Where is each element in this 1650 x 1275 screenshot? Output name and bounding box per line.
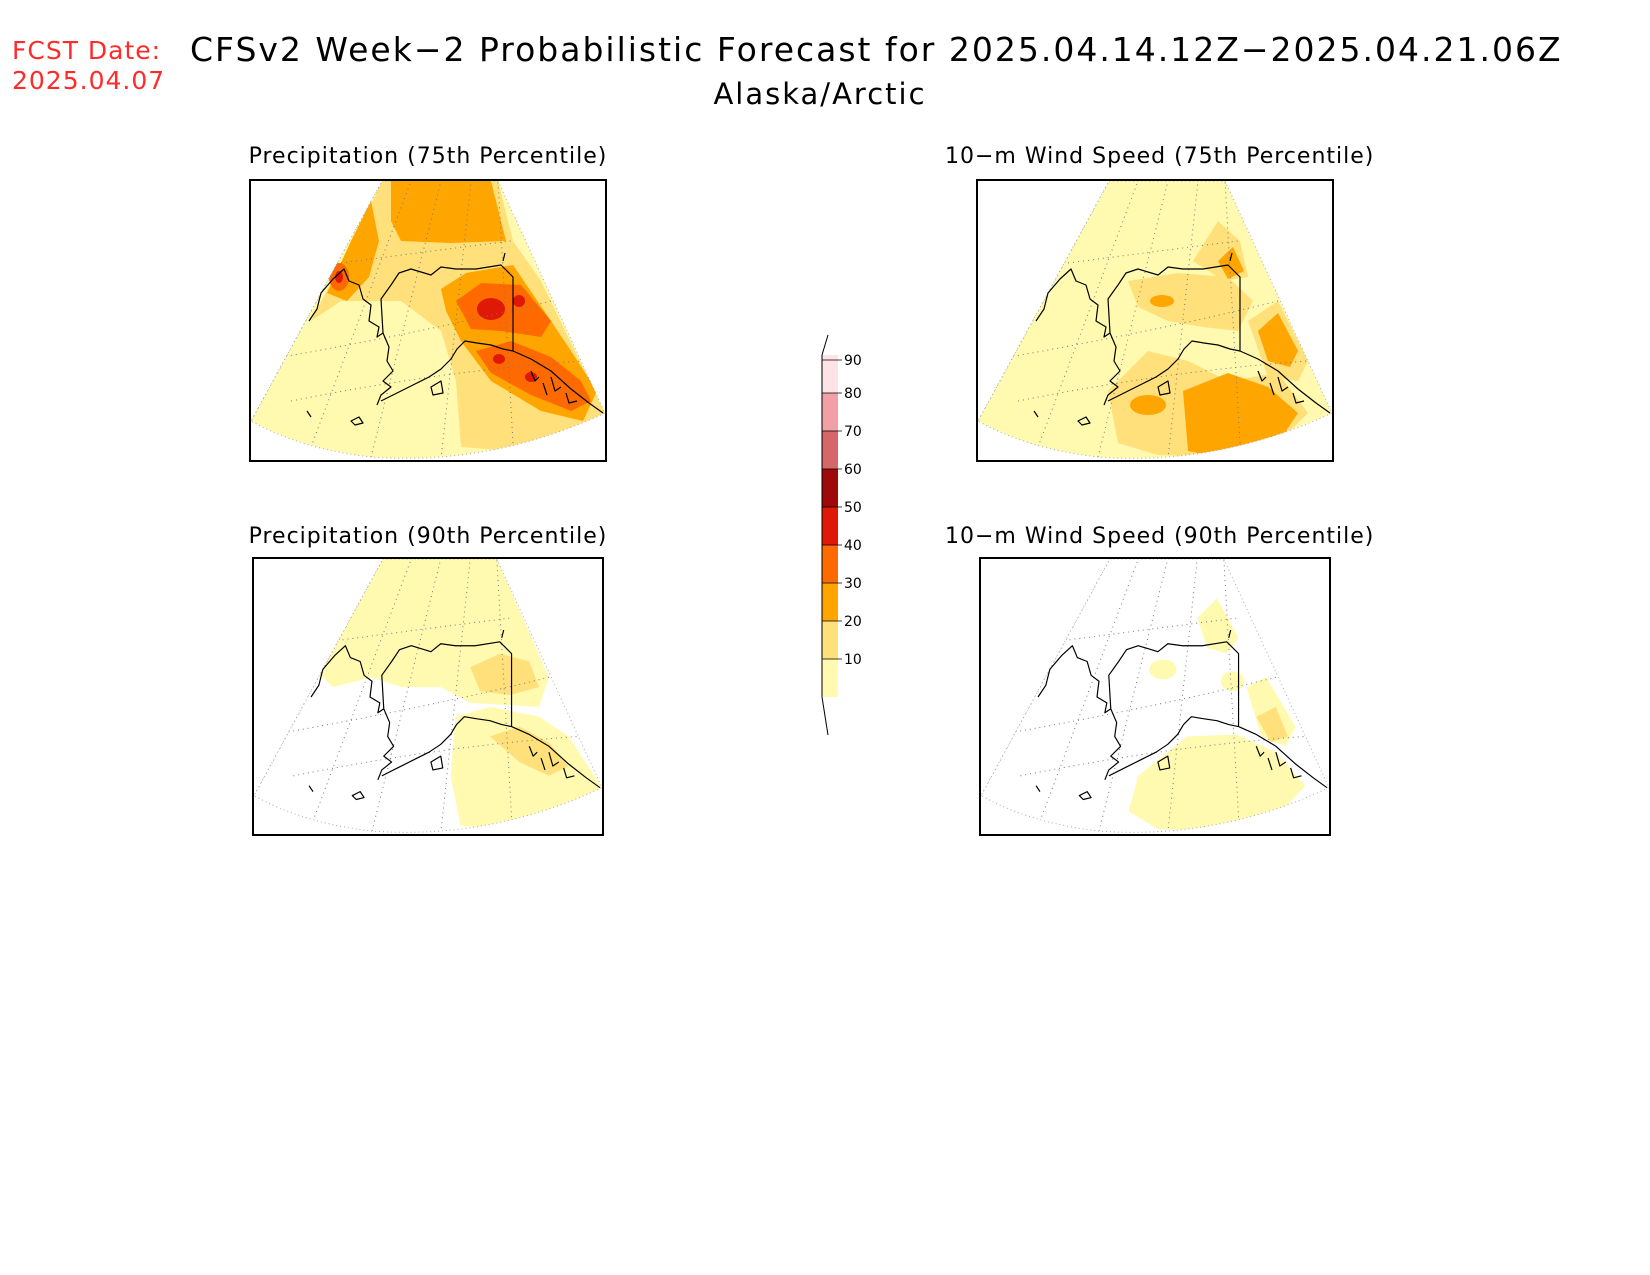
colorbar-swatch-70 xyxy=(822,431,838,469)
colorbar-bottom-cap xyxy=(821,696,829,736)
panel-title-wind75: 10−m Wind Speed (75th Percentile) xyxy=(945,144,1375,169)
graticule-line-0 xyxy=(981,559,1111,796)
colorbar-swatch-60 xyxy=(822,469,838,507)
shading-layer xyxy=(251,181,605,459)
coastline xyxy=(1035,629,1328,801)
panel-title-wind90: 10−m Wind Speed (90th Percentile) xyxy=(945,524,1375,549)
map-precip75 xyxy=(251,181,605,459)
colorbar-label-40: 40 xyxy=(844,538,862,554)
graticule-line-1 xyxy=(1039,559,1139,822)
sector-outline xyxy=(978,181,1332,459)
region-title: Alaska/Arctic xyxy=(713,77,927,111)
coastline xyxy=(308,629,601,801)
shading-c20-3 xyxy=(489,726,569,776)
shading-c10-2 xyxy=(1018,291,1088,371)
map-precip90 xyxy=(254,559,602,833)
colorbar: 90 80 70 60 50 40 30 20 10 xyxy=(820,334,900,745)
fcst-date-label: FCST Date: xyxy=(12,36,162,65)
shading-c30-9 xyxy=(1218,247,1244,279)
graticule-line-5 xyxy=(997,300,1279,360)
shading-layer xyxy=(312,559,602,832)
graticule-line-5 xyxy=(270,300,552,360)
colorbar-swatch-90 xyxy=(822,355,838,393)
panel-title-precip90: Precipitation (90th Percentile) xyxy=(248,524,608,549)
colorbar-label-20: 20 xyxy=(844,614,862,630)
graticule xyxy=(251,181,582,459)
colorbar-swatch-30 xyxy=(822,583,838,621)
colorbar-label-90: 90 xyxy=(844,353,862,369)
shading-c50-10 xyxy=(493,354,505,364)
colorbar-label-10: 10 xyxy=(844,652,862,668)
fcst-date-value: 2025.04.07 xyxy=(12,66,166,95)
graticule xyxy=(254,559,579,833)
shading-c10-12 xyxy=(1076,223,1100,239)
shading-c20-2 xyxy=(470,653,540,696)
shading-c30-8 xyxy=(1258,313,1298,367)
fcst-date-block: FCST Date: 2025.04.07 xyxy=(12,36,165,96)
colorbar-svg: 90 80 70 60 50 40 30 20 10 xyxy=(821,334,862,736)
sector-outline xyxy=(254,559,602,833)
colorbar-top-cap xyxy=(821,334,829,356)
shading-c10-3 xyxy=(1149,659,1177,680)
shading-c50-9 xyxy=(513,295,525,307)
shading-c50-8 xyxy=(477,298,505,320)
shading-c50-11 xyxy=(335,271,343,283)
colorbar-label-50: 50 xyxy=(844,500,862,516)
colorbar-label-70: 70 xyxy=(844,424,862,440)
map-panel-precip75 xyxy=(249,179,607,462)
graticule-line-7 xyxy=(342,617,510,641)
shading-layer xyxy=(1128,598,1306,832)
graticule-line-0 xyxy=(251,181,383,422)
panel-title-precip75: Precipitation (75th Percentile) xyxy=(248,144,608,169)
colorbar-swatch-80 xyxy=(822,393,838,431)
sector-outline xyxy=(981,559,1329,833)
map-wind75 xyxy=(978,181,1332,459)
shading-c20-5 xyxy=(1256,706,1288,743)
colorbar-swatch-10 xyxy=(822,659,838,697)
map-wind90 xyxy=(981,559,1329,833)
map-panel-precip90 xyxy=(252,557,604,836)
graticule-line-7 xyxy=(1069,617,1237,641)
graticule-line-5 xyxy=(273,676,550,735)
shading-c30-11 xyxy=(1150,295,1174,307)
page-title: CFSv2 Week−2 Probabilistic Forecast for … xyxy=(190,30,1563,69)
shading-layer xyxy=(978,181,1332,459)
colorbar-swatch-50 xyxy=(822,507,838,545)
colorbar-label-80: 80 xyxy=(844,386,862,402)
colorbar-label-60: 60 xyxy=(844,462,862,478)
coastline xyxy=(306,252,604,426)
shading-c30-2 xyxy=(391,181,506,243)
colorbar-label-30: 30 xyxy=(844,576,862,592)
shading-c20-4 xyxy=(1128,273,1253,331)
coastline xyxy=(1033,252,1331,426)
shading-c30-7 xyxy=(1183,373,1298,457)
sector-outline xyxy=(251,181,605,459)
shading-c10-1 xyxy=(450,706,602,832)
shading-c30-10 xyxy=(1130,395,1166,415)
colorbar-swatch-20 xyxy=(822,621,838,659)
map-panel-wind75 xyxy=(976,179,1334,462)
shading-c10-0 xyxy=(1128,734,1306,832)
shading-c10-4 xyxy=(417,590,441,630)
colorbar-swatch-40 xyxy=(822,545,838,583)
graticule-line-0 xyxy=(254,559,384,796)
map-panel-wind90 xyxy=(979,557,1331,836)
graticule-line-5 xyxy=(1000,676,1277,735)
